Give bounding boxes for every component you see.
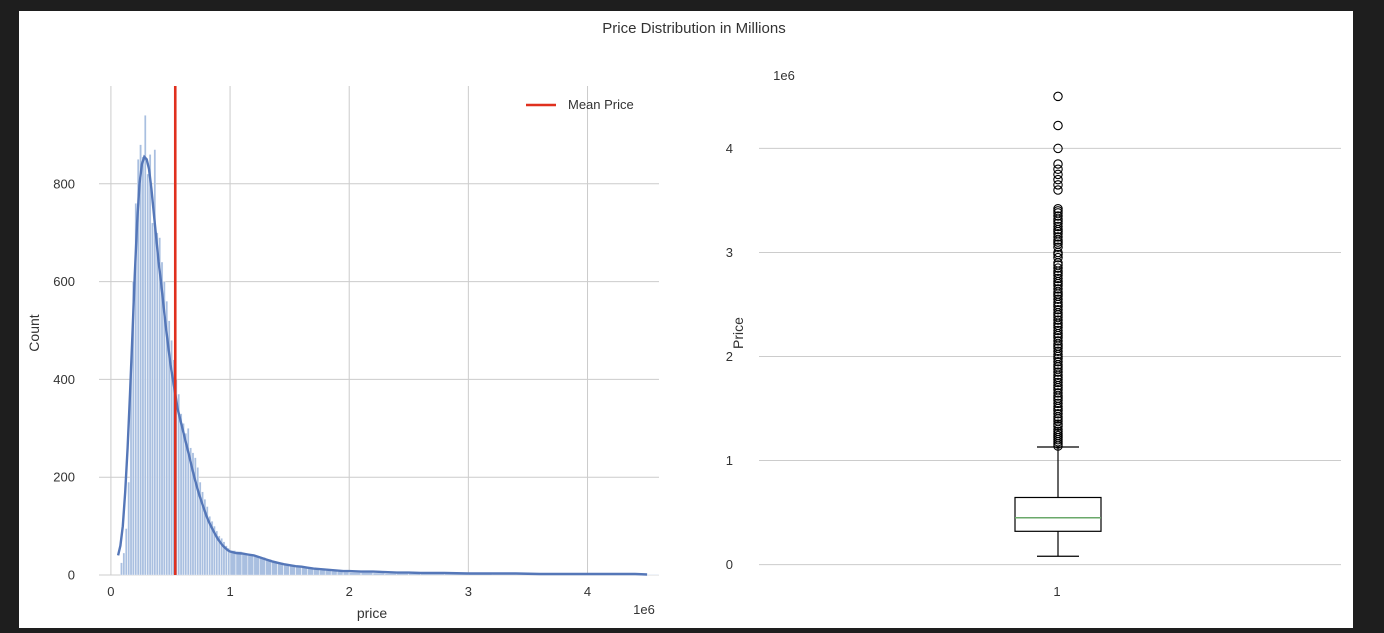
histogram-bar	[242, 554, 248, 575]
histogram-bar	[125, 529, 127, 575]
histogram-x-tick-label: 1	[226, 584, 233, 599]
histogram-bar	[343, 572, 349, 575]
histogram-bar	[144, 115, 146, 575]
histogram-bar	[142, 157, 144, 575]
histogram-bar	[178, 394, 180, 575]
boxplot-y-axis-label: Price	[730, 317, 746, 349]
boxplot-grid	[759, 148, 1341, 564]
boxplot-box-group	[1015, 447, 1101, 556]
histogram-bar	[156, 233, 158, 575]
boxplot-y-tick-label: 2	[726, 349, 733, 364]
histogram-bar	[254, 556, 260, 575]
histogram-bar	[373, 573, 385, 575]
histogram-x-tick-label: 0	[107, 584, 114, 599]
histogram-bar	[319, 570, 325, 575]
histogram-bar	[180, 414, 182, 575]
boxplot-outlier-point	[1054, 92, 1062, 100]
histogram-y-tick-label: 600	[53, 274, 75, 289]
boxplot-category-label: 1	[1053, 584, 1060, 599]
boxplot-y-tick-label: 1	[726, 453, 733, 468]
boxplot-outlier-point	[1054, 186, 1062, 194]
histogram-bar	[149, 154, 151, 575]
histogram-x-axis-label: price	[357, 605, 388, 621]
histogram-y-axis-label: Count	[26, 314, 42, 351]
histogram-bar	[185, 433, 187, 575]
boxplot-outlier-point	[1054, 121, 1062, 129]
histogram-x-offset-label: 1e6	[633, 602, 655, 617]
histogram-bar	[349, 573, 361, 575]
boxplot-y-tick-label: 3	[726, 245, 733, 260]
histogram-bar	[151, 223, 153, 575]
boxplot-y-tick-labels: 0 1 2 3 4	[726, 141, 733, 572]
boxplot-outliers	[1054, 92, 1062, 450]
histogram-bar	[159, 238, 161, 575]
histogram-y-tick-labels: 0 200 400 600 800	[53, 176, 75, 582]
histogram-bar	[361, 573, 373, 575]
histogram-plot: 0 1 2 3 4 0 200 400 600 800 price Count 1e6 Mean…	[26, 86, 659, 621]
boxplot-plot: 0 1 2 3 4 1 Price 1e6	[726, 68, 1341, 599]
histogram-bar	[385, 574, 397, 575]
histogram-x-tick-label: 4	[584, 584, 591, 599]
histogram-bar	[182, 423, 184, 575]
histogram-x-tick-labels: 0 1 2 3 4	[107, 584, 591, 599]
boxplot-y-tick-label: 4	[726, 141, 733, 156]
histogram-bar	[147, 174, 149, 575]
histogram-bar	[120, 563, 122, 575]
histogram-x-tick-label: 3	[465, 584, 472, 599]
histogram-x-tick-label: 2	[346, 584, 353, 599]
histogram-bar	[128, 482, 130, 575]
histogram-y-tick-label: 400	[53, 372, 75, 387]
histogram-legend: Mean Price	[526, 97, 634, 112]
boxplot-y-offset-label: 1e6	[773, 68, 795, 83]
histogram-bar	[325, 571, 331, 575]
boxplot-y-tick-label: 0	[726, 557, 733, 572]
figure-title: Price Distribution in Millions	[602, 20, 785, 37]
histogram-bar	[230, 551, 236, 575]
histogram-bar	[140, 145, 142, 575]
histogram-bar	[248, 555, 254, 575]
histogram-y-tick-label: 800	[53, 176, 75, 191]
histogram-y-tick-label: 200	[53, 470, 75, 485]
histogram-bar	[123, 553, 125, 575]
legend-mean-price-label: Mean Price	[568, 97, 634, 112]
histogram-y-tick-label: 0	[68, 568, 75, 583]
boxplot-box	[1015, 497, 1101, 531]
histogram-bar	[236, 552, 242, 575]
